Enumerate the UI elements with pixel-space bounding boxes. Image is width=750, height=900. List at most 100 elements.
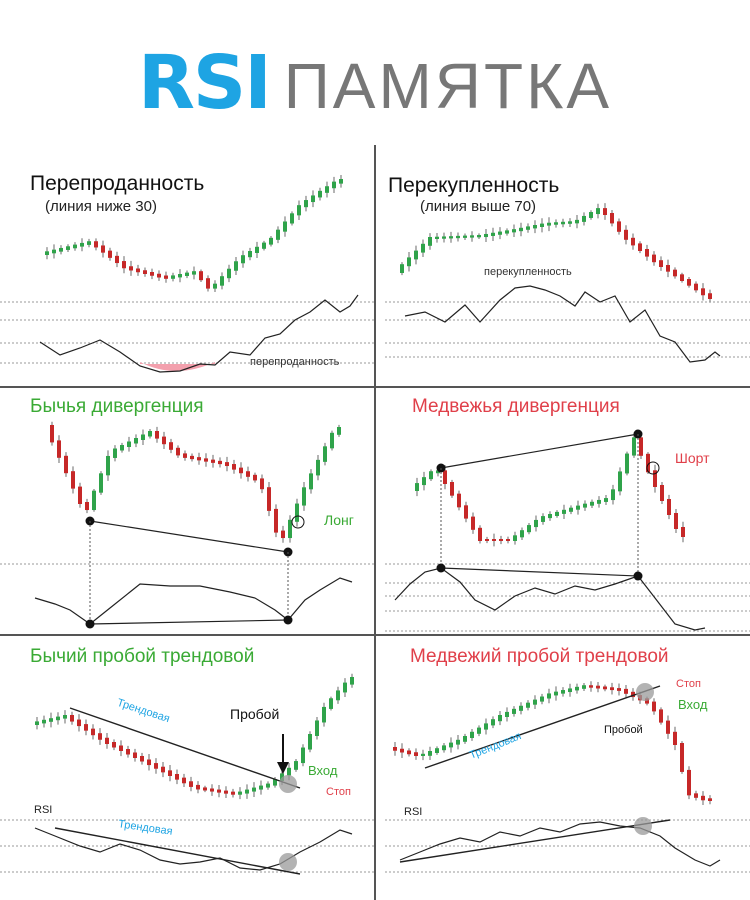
candle [183,453,187,458]
candle [596,208,600,215]
candle [178,274,182,278]
candle [582,215,586,222]
candle [499,539,503,541]
candle [154,763,158,769]
candle [625,453,629,474]
candle [478,527,482,541]
candle [203,787,207,791]
candle [238,791,242,795]
candle [161,766,165,773]
candle [56,716,60,721]
candle [569,507,573,512]
candle [143,270,147,274]
candle [491,232,495,236]
candle [255,246,259,253]
candle [232,464,236,470]
candle [456,739,460,745]
candle [653,470,657,487]
candle [561,690,565,694]
candle [120,445,124,451]
candle [436,470,440,474]
candle [231,791,235,795]
candle [520,530,524,538]
candle [35,721,39,725]
candle [555,511,559,516]
candle [150,272,154,276]
candle [171,275,175,279]
candle [463,736,467,742]
divider-row2 [0,634,750,636]
candle [246,471,250,477]
candle [70,715,74,722]
candle [415,483,419,491]
bull-div-chart [0,421,375,629]
candle [71,471,75,489]
candle [99,473,103,493]
candle [241,255,245,264]
candle [185,272,189,276]
candle [280,773,284,781]
candle [652,701,656,712]
candle [147,759,151,766]
candle [393,747,397,751]
candle [435,236,439,239]
candle [470,235,474,238]
candle [596,685,600,689]
candle [287,767,291,776]
bull-breakout-chart [0,673,375,875]
candle [597,499,601,504]
candle [457,493,461,508]
candle [694,283,698,291]
candle [105,737,109,744]
candle [283,221,287,232]
title-accent: RSI [137,40,272,126]
candle [617,688,621,691]
candles [45,174,343,292]
candle [322,706,326,723]
candle [57,440,61,458]
candle [680,274,684,281]
stop-label: Стоп [326,786,351,798]
candle [169,442,173,450]
candle [77,719,81,727]
candle [568,221,572,224]
candle [122,261,126,269]
candle [505,230,509,234]
candle [337,427,341,435]
candle [583,503,587,508]
candle [681,527,685,537]
candle [245,789,249,794]
candle [108,250,112,258]
candle [694,793,698,798]
candle [645,249,649,257]
candle [168,770,172,776]
candle [701,795,705,801]
candle [589,685,593,688]
candle [134,438,138,444]
panel-title: Медвежья дивергенция [412,396,620,417]
candle [575,219,579,224]
candle [533,699,537,705]
candle [91,728,95,736]
rsi-annotation: перепроданность [250,356,340,368]
candle [575,686,579,691]
candle [464,505,468,519]
candle [101,245,105,253]
panel-subtitle: (линия ниже 30) [45,198,157,215]
candle [624,688,628,694]
candle [498,715,502,722]
candle [631,237,635,246]
candle [73,244,77,249]
candle [227,268,231,279]
candle [541,516,545,522]
candle [59,247,63,252]
candle [218,460,222,465]
candle [224,790,228,794]
candle [339,179,343,184]
candle [197,457,201,461]
candle [87,241,91,245]
candle [190,455,194,460]
candle [449,742,453,748]
candle [422,477,426,486]
candle [568,688,572,693]
